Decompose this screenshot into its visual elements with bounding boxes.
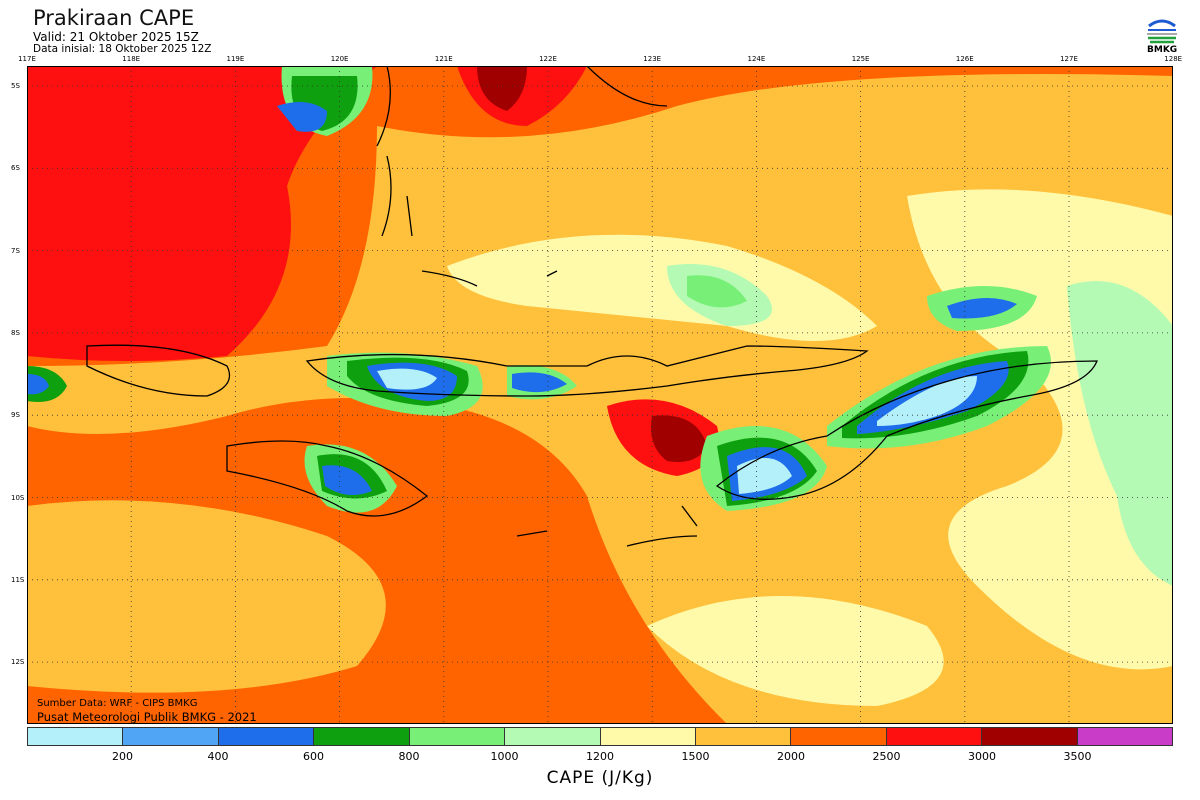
lat-label: 12S bbox=[11, 658, 25, 667]
colorbar-tick-label: 2500 bbox=[872, 750, 901, 763]
lon-label: 125E bbox=[851, 55, 870, 63]
lon-label: 123E bbox=[643, 55, 662, 63]
colorbar-segment bbox=[886, 728, 983, 745]
lon-label: 122E bbox=[539, 55, 557, 63]
colorbar-segment bbox=[314, 728, 410, 745]
bmkg-logo-icon bbox=[1147, 17, 1177, 47]
colorbar-tick-label: 1000 bbox=[490, 750, 519, 763]
lat-label: 7S bbox=[11, 246, 20, 255]
colorbar-tick-label: 600 bbox=[303, 750, 324, 763]
colorbar-tick-label: 1500 bbox=[681, 750, 710, 763]
lon-label: 126E bbox=[955, 55, 974, 63]
cape-contours bbox=[27, 66, 1173, 724]
colorbar-segment bbox=[982, 728, 1078, 745]
cape-map bbox=[27, 66, 1173, 724]
lon-label: 120E bbox=[330, 55, 349, 63]
colorbar-unit-label: CAPE (J/Kg) bbox=[546, 768, 654, 788]
lat-label: 8S bbox=[11, 328, 20, 337]
lon-label: 118E bbox=[122, 55, 141, 63]
map-title: Prakiraan CAPE bbox=[33, 6, 195, 30]
lat-label: 10S bbox=[11, 493, 25, 502]
colorbar-tick-label: 200 bbox=[112, 750, 133, 763]
lon-label: 121E bbox=[434, 55, 453, 63]
lat-label: 6S bbox=[11, 164, 20, 173]
colorbar-tick-label: 800 bbox=[398, 750, 420, 763]
colorbar-tick-label: 3000 bbox=[968, 750, 996, 763]
logo-text: BMKG bbox=[1147, 45, 1178, 55]
coastlines bbox=[86, 66, 1098, 547]
colorbar-segment bbox=[1077, 728, 1173, 745]
colorbar-segment bbox=[600, 728, 696, 745]
colorbar bbox=[27, 727, 1173, 746]
colorbar-segment bbox=[28, 728, 124, 745]
colorbar-segment bbox=[505, 728, 601, 745]
initial-data-time: Data inisial: 18 Oktober 2025 12Z bbox=[33, 43, 212, 55]
colorbar-tick-label: 1200 bbox=[586, 750, 614, 763]
colorbar-segment bbox=[218, 728, 315, 745]
lon-label: 119E bbox=[226, 55, 245, 63]
colorbar-tick-label: 3500 bbox=[1063, 750, 1092, 763]
colorbar-tick-label: 2000 bbox=[777, 750, 805, 763]
graticule bbox=[27, 66, 1173, 724]
lat-label: 5S bbox=[11, 82, 20, 90]
valid-time: Valid: 21 Oktober 2025 15Z bbox=[33, 30, 199, 44]
lon-label: 128E bbox=[1164, 55, 1183, 63]
colorbar-segment bbox=[791, 728, 887, 745]
lon-label: 117E bbox=[18, 55, 36, 63]
data-source-credit: Sumber Data: WRF - CIPS BMKG bbox=[37, 698, 198, 709]
colorbar-tick-label: 400 bbox=[207, 750, 229, 763]
lon-label: 124E bbox=[747, 55, 766, 63]
colorbar-segment bbox=[409, 728, 506, 745]
lon-label: 127E bbox=[1060, 55, 1078, 63]
lat-label: 9S bbox=[11, 411, 20, 420]
colorbar-segment bbox=[695, 728, 792, 745]
lat-label: 11S bbox=[11, 575, 25, 584]
organization-credit: Pusat Meteorologi Publik BMKG - 2021 bbox=[37, 710, 257, 724]
colorbar-segment bbox=[123, 728, 219, 745]
